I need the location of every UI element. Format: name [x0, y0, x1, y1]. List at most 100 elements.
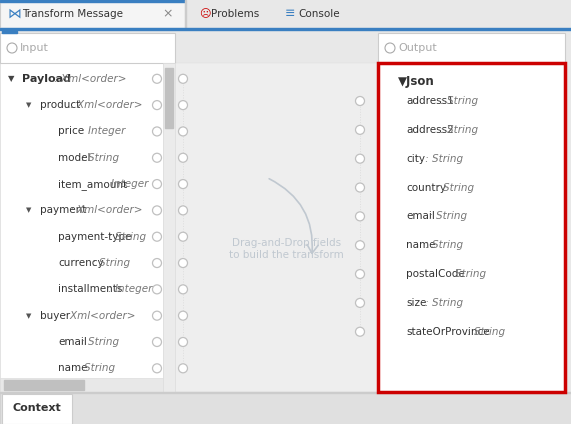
Text: : String: : String — [445, 269, 486, 279]
Circle shape — [152, 74, 162, 83]
Text: : Xml<order>: : Xml<order> — [51, 74, 127, 84]
Circle shape — [356, 183, 364, 192]
Bar — [0, 33, 175, 63]
Bar — [175, 63, 378, 392]
Circle shape — [152, 232, 162, 241]
Text: : String: : String — [437, 96, 478, 106]
Text: : String: : String — [89, 258, 130, 268]
Circle shape — [7, 43, 17, 53]
Text: ×: × — [162, 8, 172, 20]
Circle shape — [152, 206, 162, 215]
Text: : String: : String — [78, 337, 119, 347]
Bar — [2, 31, 17, 33]
Text: Input: Input — [20, 43, 49, 53]
Text: ☹: ☹ — [199, 9, 211, 19]
Circle shape — [385, 43, 395, 53]
Circle shape — [152, 100, 162, 110]
Bar — [185, 0, 186, 28]
Circle shape — [356, 298, 364, 307]
Bar — [163, 63, 175, 392]
Bar — [4, 380, 84, 390]
Text: ▼: ▼ — [26, 312, 31, 319]
Text: : String: : String — [464, 327, 506, 337]
Text: payment: payment — [40, 205, 86, 215]
Text: : String: : String — [421, 240, 463, 250]
Bar — [0, 28, 571, 30]
Text: : String: : String — [421, 153, 463, 164]
Bar — [0, 63, 163, 392]
Text: name: name — [58, 363, 87, 373]
Text: to build the transform: to build the transform — [230, 251, 344, 260]
Text: email: email — [406, 212, 435, 221]
Circle shape — [152, 153, 162, 162]
Text: payment-type: payment-type — [58, 232, 131, 242]
Circle shape — [152, 127, 162, 136]
Circle shape — [179, 338, 187, 346]
Text: size: size — [406, 298, 427, 308]
Text: email: email — [58, 337, 87, 347]
Text: item_amount: item_amount — [58, 179, 127, 190]
Bar — [0, 392, 571, 424]
Circle shape — [152, 364, 162, 373]
Circle shape — [356, 241, 364, 250]
Text: Console: Console — [298, 9, 340, 19]
Bar — [0, 0, 571, 28]
Circle shape — [179, 74, 187, 83]
Text: Transform Message: Transform Message — [22, 9, 123, 19]
Circle shape — [356, 270, 364, 279]
Bar — [378, 63, 565, 392]
Circle shape — [152, 338, 162, 346]
Bar — [378, 63, 565, 392]
Text: Payload: Payload — [22, 74, 71, 84]
Text: postalCode: postalCode — [406, 269, 465, 279]
Text: Output: Output — [398, 43, 437, 53]
Text: installments: installments — [58, 285, 122, 294]
Text: model: model — [58, 153, 90, 163]
Text: Problems: Problems — [211, 9, 259, 19]
Text: country: country — [406, 182, 446, 192]
Text: : String: : String — [421, 298, 463, 308]
Circle shape — [152, 285, 162, 294]
Bar — [0, 392, 571, 393]
Circle shape — [179, 232, 187, 241]
Circle shape — [356, 126, 364, 134]
Text: : Integer: : Integer — [78, 126, 125, 137]
Text: : String: : String — [105, 232, 146, 242]
Text: : Integer: : Integer — [101, 179, 148, 189]
Text: ⋈: ⋈ — [8, 7, 22, 21]
Bar — [378, 33, 565, 63]
Text: : Xml<order>: : Xml<order> — [59, 311, 135, 321]
Bar — [0, 0, 185, 28]
Circle shape — [356, 154, 364, 163]
Circle shape — [152, 259, 162, 268]
Text: ▼: ▼ — [26, 102, 31, 108]
Circle shape — [179, 180, 187, 189]
Circle shape — [179, 127, 187, 136]
Bar — [2, 394, 72, 424]
Text: stateOrProvince: stateOrProvince — [406, 327, 489, 337]
Circle shape — [179, 206, 187, 215]
Text: : String: : String — [433, 182, 475, 192]
Text: price: price — [58, 126, 84, 137]
Text: ▼: ▼ — [8, 74, 14, 83]
Circle shape — [179, 100, 187, 110]
Circle shape — [179, 259, 187, 268]
Circle shape — [152, 311, 162, 320]
Text: address1: address1 — [406, 96, 454, 106]
Circle shape — [179, 364, 187, 373]
Bar — [0, 0, 185, 2]
Text: name: name — [406, 240, 436, 250]
Text: city: city — [406, 153, 425, 164]
Text: product: product — [40, 100, 81, 110]
Text: ▼Json: ▼Json — [398, 75, 435, 87]
Text: : String: : String — [437, 125, 478, 135]
Text: : Xml<order>: : Xml<order> — [67, 205, 143, 215]
Text: currency: currency — [58, 258, 103, 268]
Circle shape — [179, 285, 187, 294]
Bar — [0, 378, 163, 392]
FancyArrowPatch shape — [269, 179, 318, 253]
Circle shape — [356, 97, 364, 106]
Text: : Xml<order>: : Xml<order> — [67, 100, 143, 110]
Text: : String: : String — [425, 212, 467, 221]
Circle shape — [356, 327, 364, 336]
